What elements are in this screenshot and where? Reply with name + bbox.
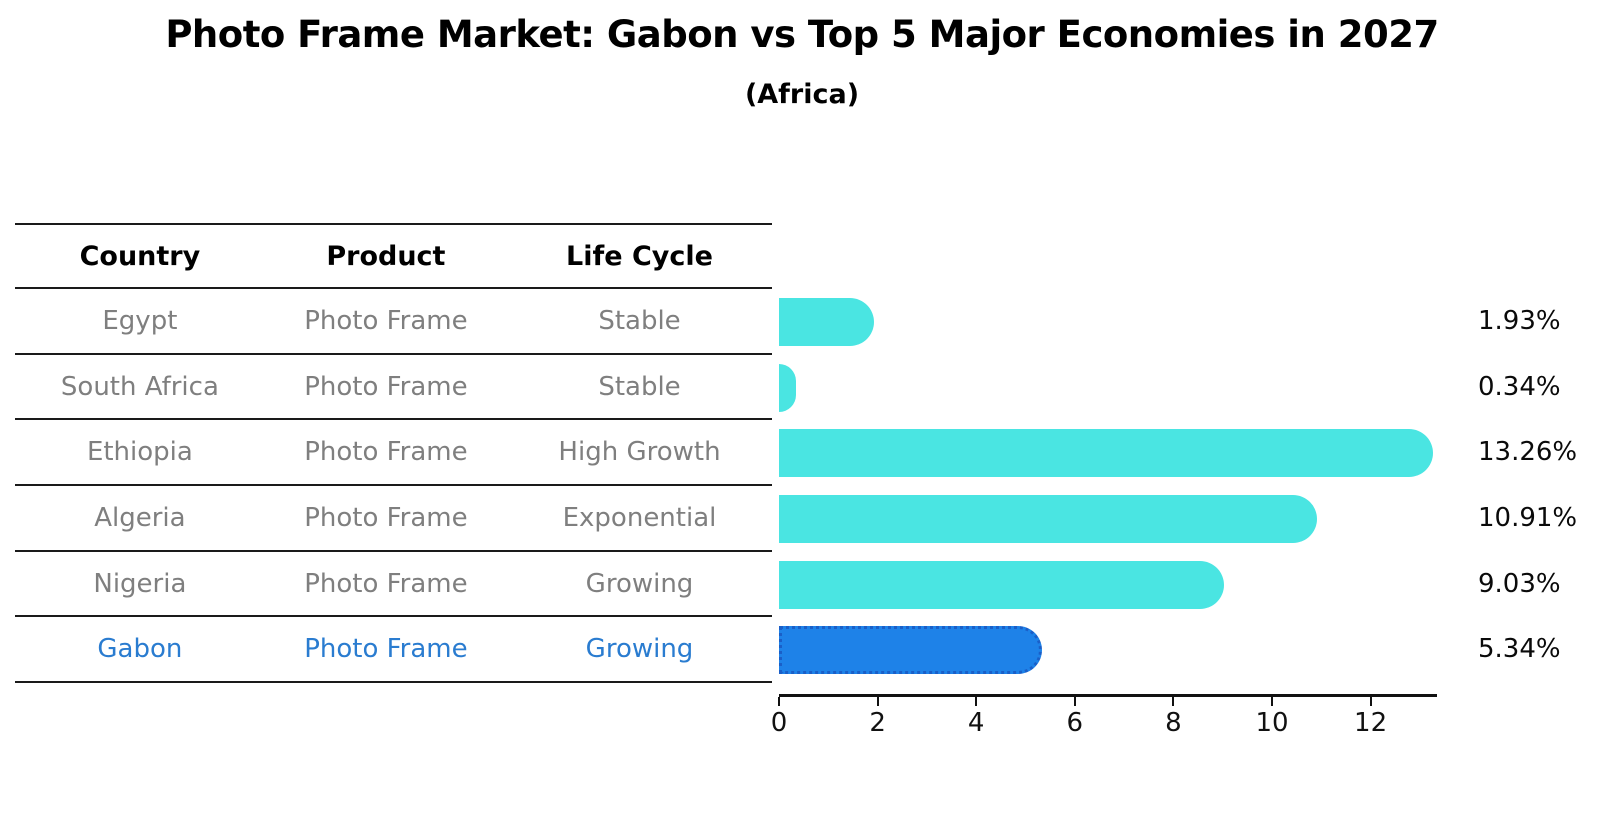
product-cell: Photo Frame bbox=[304, 437, 468, 468]
life-cycle-cell: Growing bbox=[585, 634, 694, 665]
column-header-country: Country bbox=[79, 240, 201, 272]
x-axis-tick-label-2: 2 bbox=[869, 708, 886, 738]
value-label-south-africa: 0.34% bbox=[1478, 371, 1561, 402]
x-axis-tick-10 bbox=[1271, 697, 1273, 706]
life-cycle-cell: Growing bbox=[585, 568, 694, 599]
product-cell: Photo Frame bbox=[304, 634, 468, 665]
table-header-row: Country Product Life Cycle bbox=[15, 223, 772, 289]
bar-algeria bbox=[779, 494, 1317, 543]
table-row-nigeria: Nigeria Photo Frame Growing bbox=[15, 552, 772, 618]
country-cell: Ethiopia bbox=[86, 437, 193, 468]
chart-subtitle: (Africa) bbox=[744, 79, 860, 110]
chart-title: Photo Frame Market: Gabon vs Top 5 Major… bbox=[165, 13, 1439, 56]
x-axis-tick-label-8: 8 bbox=[1165, 708, 1182, 738]
x-axis-tick-label-4: 4 bbox=[967, 708, 985, 738]
table-row-algeria: Algeria Photo Frame Exponential bbox=[15, 486, 772, 552]
x-axis-line bbox=[779, 694, 1437, 697]
value-label-gabon: 5.34% bbox=[1478, 634, 1561, 665]
column-header-life-cycle: Life Cycle bbox=[566, 240, 713, 272]
product-cell: Photo Frame bbox=[304, 568, 468, 599]
x-axis-tick-label-10: 10 bbox=[1255, 708, 1289, 738]
life-cycle-cell: Stable bbox=[598, 371, 681, 402]
country-table: Country Product Life Cycle Egypt Photo Fr… bbox=[15, 223, 772, 684]
country-cell: Egypt bbox=[102, 305, 178, 336]
product-cell: Photo Frame bbox=[304, 502, 468, 533]
x-axis-tick-0 bbox=[778, 697, 780, 706]
value-label-ethiopia: 13.26% bbox=[1478, 437, 1578, 468]
life-cycle-cell: High Growth bbox=[558, 437, 721, 468]
table-body: Egypt Photo Frame Stable South Africa Photo … bbox=[15, 289, 772, 684]
bar-egypt bbox=[779, 297, 875, 346]
bar-gabon bbox=[779, 626, 1043, 675]
country-cell: Gabon bbox=[97, 634, 183, 665]
table-row-egypt: Egypt Photo Frame Stable bbox=[15, 289, 772, 355]
life-cycle-cell: Stable bbox=[598, 305, 681, 336]
x-axis-tick-12 bbox=[1369, 697, 1372, 706]
table-row-gabon: Gabon Photo Frame Growing bbox=[15, 617, 772, 684]
x-axis-tick-label-0: 0 bbox=[770, 708, 788, 738]
bar-ethiopia bbox=[779, 429, 1433, 478]
product-cell: Photo Frame bbox=[304, 371, 468, 402]
product-cell: Photo Frame bbox=[304, 305, 468, 336]
column-header-product: Product bbox=[326, 240, 446, 272]
x-axis-tick-6 bbox=[1073, 697, 1076, 706]
bar-south-africa bbox=[779, 363, 796, 412]
x-axis-tick-label-6: 6 bbox=[1066, 708, 1084, 738]
country-cell: Nigeria bbox=[93, 568, 187, 599]
table-row-ethiopia: Ethiopia Photo Frame High Growth bbox=[15, 420, 772, 487]
x-axis-tick-2 bbox=[876, 697, 879, 706]
bar-nigeria bbox=[779, 560, 1225, 609]
x-axis-tick-4 bbox=[975, 697, 978, 706]
country-cell: South Africa bbox=[60, 371, 219, 402]
country-cell: Algeria bbox=[94, 502, 186, 533]
life-cycle-cell: Exponential bbox=[562, 502, 717, 533]
x-axis-tick-label-12: 12 bbox=[1354, 708, 1388, 738]
value-label-egypt: 1.93% bbox=[1478, 305, 1561, 336]
value-label-nigeria: 9.03% bbox=[1478, 568, 1561, 599]
table-row-south-africa: South Africa Photo Frame Stable bbox=[15, 355, 772, 421]
x-axis-tick-8 bbox=[1172, 697, 1175, 706]
value-label-algeria: 10.91% bbox=[1478, 502, 1578, 533]
